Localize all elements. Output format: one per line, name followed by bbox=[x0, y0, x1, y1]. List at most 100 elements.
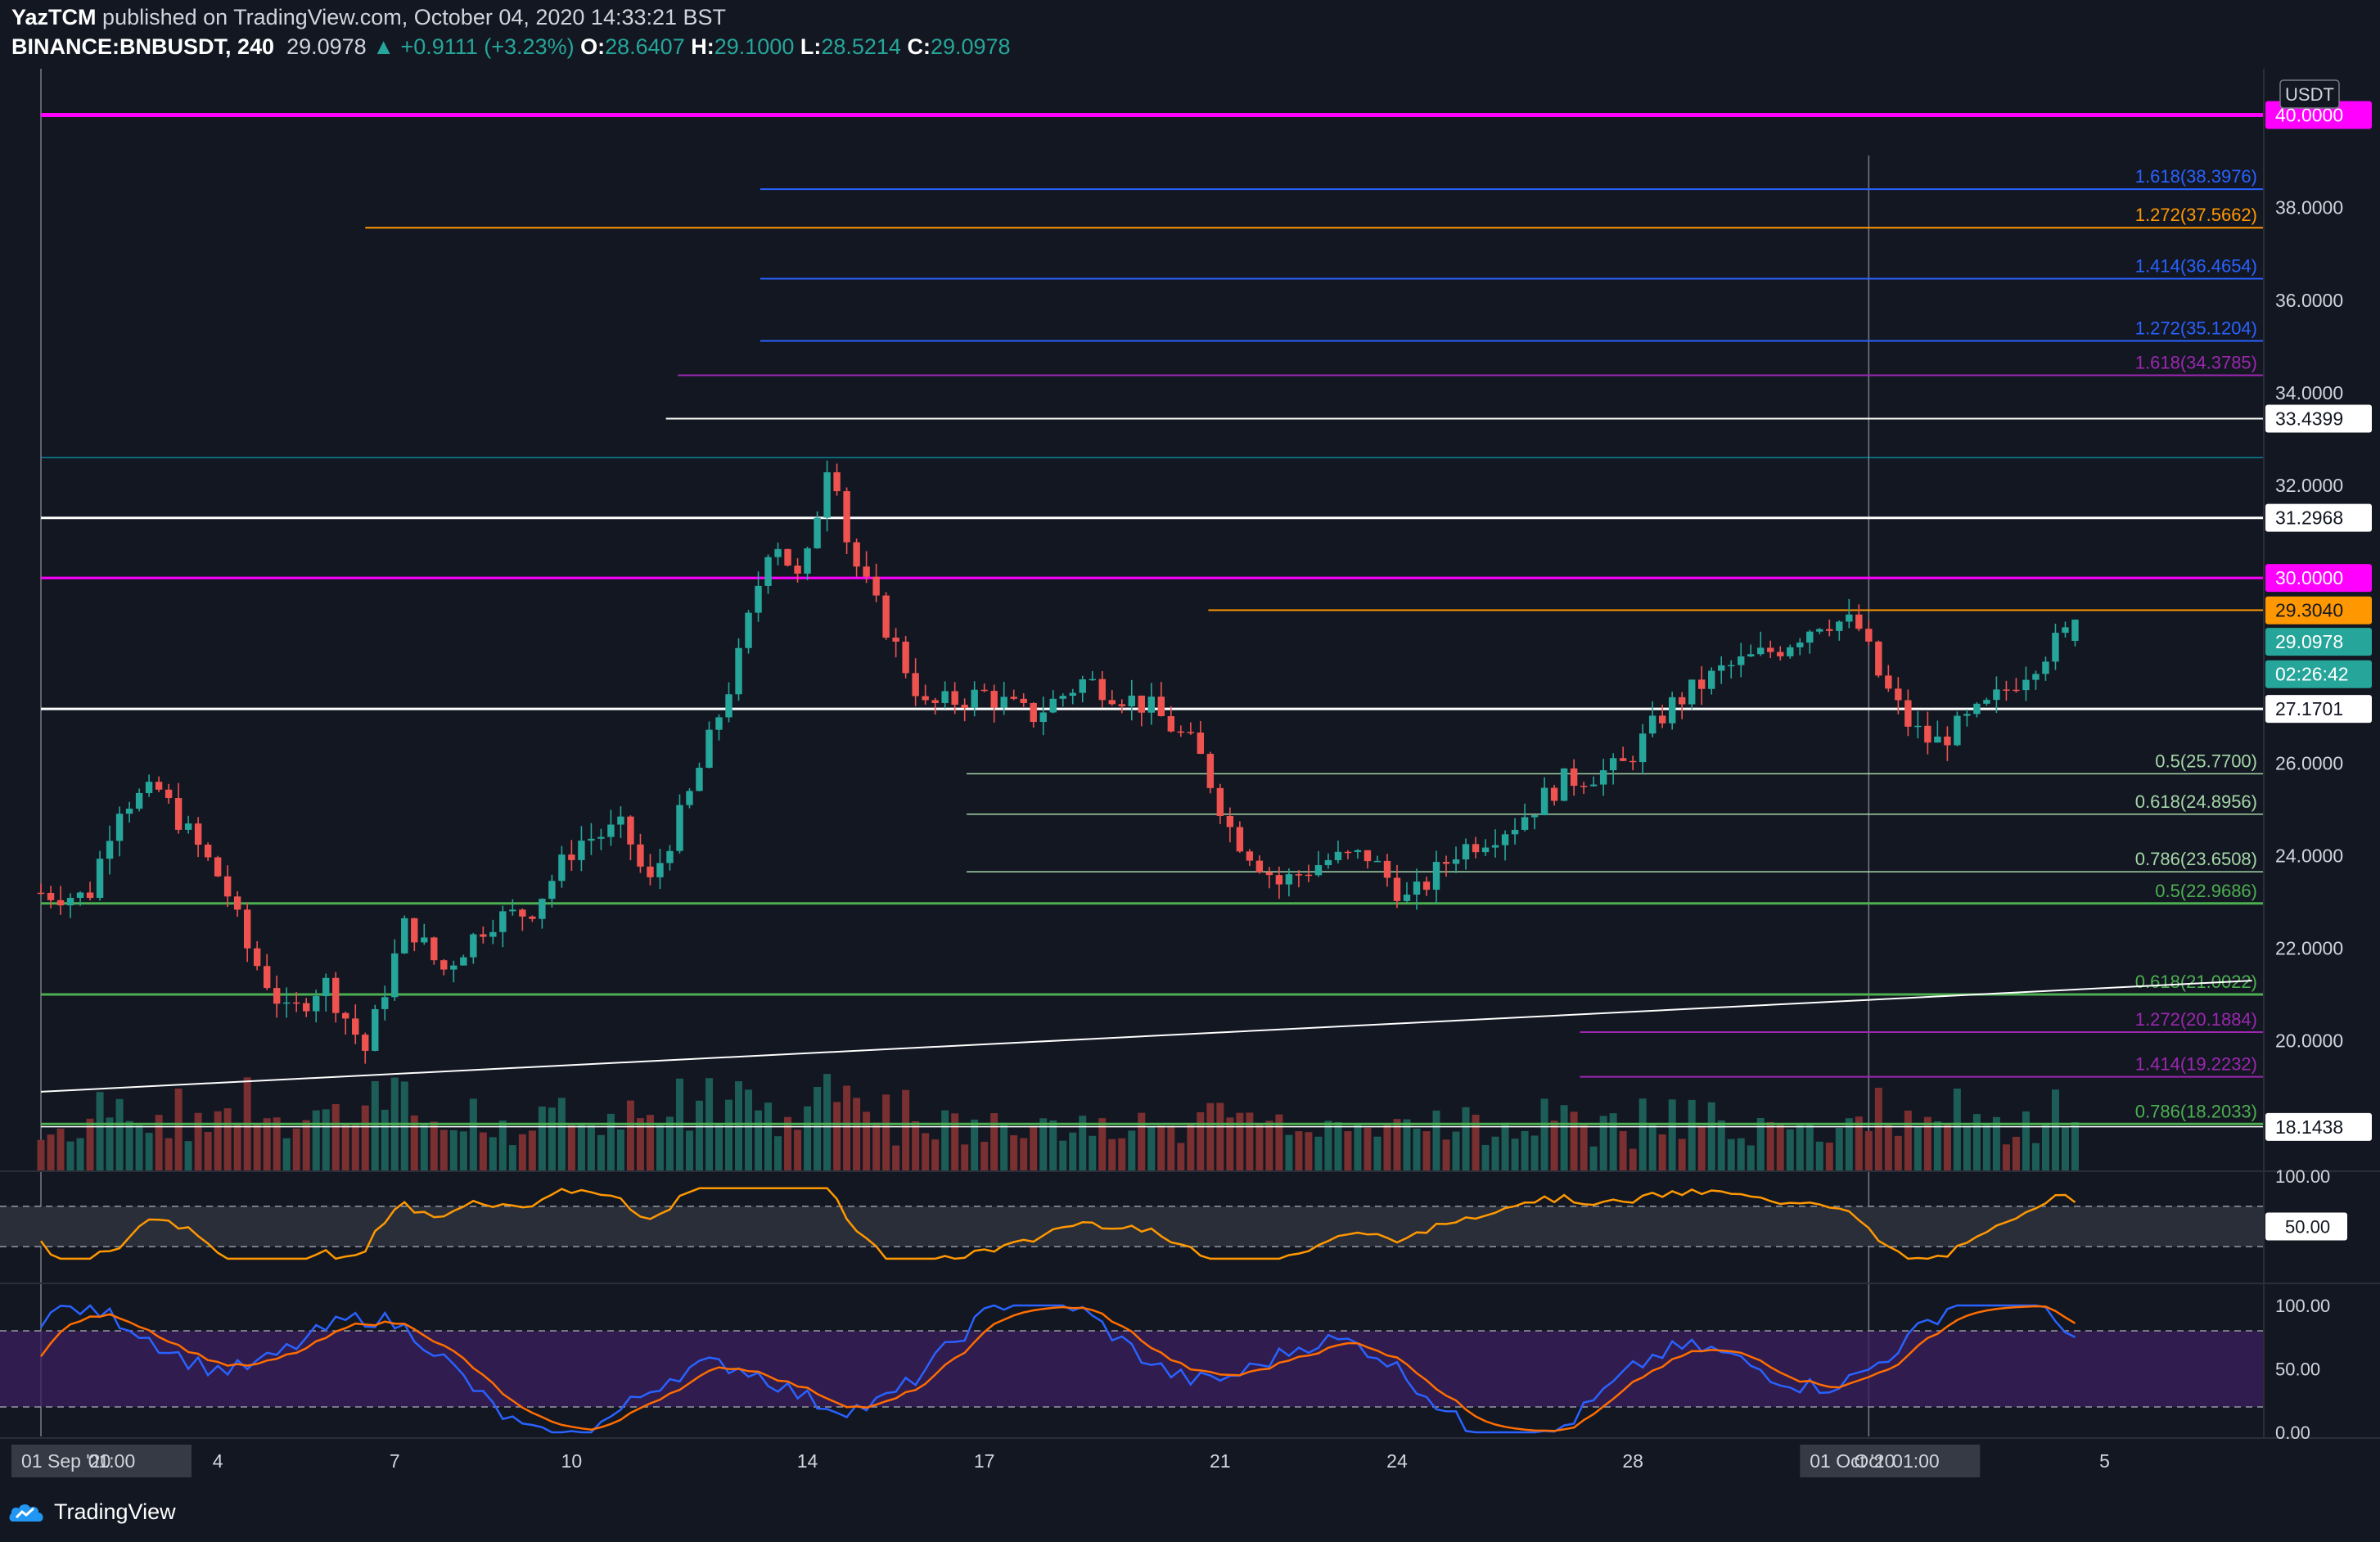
candle[interactable] bbox=[588, 823, 595, 855]
candle[interactable] bbox=[597, 828, 605, 850]
candle[interactable] bbox=[1865, 620, 1873, 646]
candle[interactable] bbox=[293, 992, 300, 1012]
candle[interactable] bbox=[1963, 709, 1971, 727]
candle[interactable] bbox=[421, 923, 428, 945]
candle[interactable] bbox=[617, 806, 624, 838]
candle[interactable] bbox=[872, 563, 880, 602]
candle[interactable] bbox=[1147, 683, 1156, 725]
candle[interactable] bbox=[715, 714, 723, 741]
candle[interactable] bbox=[1757, 631, 1765, 656]
candle[interactable] bbox=[165, 783, 173, 804]
candle[interactable] bbox=[627, 815, 634, 860]
candle[interactable] bbox=[1491, 829, 1499, 858]
candle[interactable] bbox=[1993, 676, 2000, 713]
candle[interactable] bbox=[86, 881, 94, 901]
candle[interactable] bbox=[1934, 720, 1941, 743]
candle[interactable] bbox=[823, 460, 831, 532]
candle[interactable] bbox=[184, 815, 192, 834]
candle[interactable] bbox=[37, 883, 45, 895]
candle[interactable] bbox=[990, 684, 998, 723]
candle[interactable] bbox=[1403, 881, 1411, 903]
candle[interactable] bbox=[853, 538, 860, 577]
candle[interactable] bbox=[1049, 690, 1057, 714]
candle[interactable] bbox=[1609, 753, 1617, 785]
candle[interactable] bbox=[941, 681, 949, 709]
candle[interactable] bbox=[1295, 870, 1303, 888]
candle[interactable] bbox=[1718, 656, 1725, 684]
candle[interactable] bbox=[1206, 751, 1215, 794]
candle[interactable] bbox=[1944, 726, 1951, 761]
candle[interactable] bbox=[223, 865, 232, 908]
candle[interactable] bbox=[1039, 697, 1047, 736]
rsi-line[interactable] bbox=[39, 1187, 2076, 1260]
candle[interactable] bbox=[902, 635, 909, 679]
candle[interactable] bbox=[1668, 692, 1676, 730]
candle[interactable] bbox=[115, 806, 124, 857]
candle[interactable] bbox=[2032, 670, 2040, 690]
candle[interactable] bbox=[912, 658, 919, 706]
candle[interactable] bbox=[882, 592, 890, 640]
candle[interactable] bbox=[273, 975, 281, 1018]
candle[interactable] bbox=[253, 940, 261, 971]
candle[interactable] bbox=[2042, 656, 2049, 681]
candle[interactable] bbox=[1540, 777, 1548, 816]
trend-line[interactable] bbox=[40, 980, 2252, 1093]
candle[interactable] bbox=[135, 788, 143, 812]
candle[interactable] bbox=[548, 874, 556, 908]
candle[interactable] bbox=[1462, 838, 1470, 870]
candle[interactable] bbox=[332, 972, 340, 1023]
candle[interactable] bbox=[1422, 877, 1431, 896]
candle[interactable] bbox=[676, 794, 683, 854]
candle[interactable] bbox=[1521, 803, 1529, 832]
candle[interactable] bbox=[1432, 850, 1440, 904]
currency-unit[interactable]: USDT bbox=[2279, 79, 2340, 109]
candle[interactable] bbox=[607, 809, 615, 846]
candle[interactable] bbox=[1914, 710, 1922, 739]
candle[interactable] bbox=[1747, 644, 1755, 657]
candle[interactable] bbox=[1442, 855, 1450, 877]
candle[interactable] bbox=[647, 854, 654, 886]
candle[interactable] bbox=[313, 990, 320, 1023]
candle[interactable] bbox=[96, 850, 104, 901]
candle[interactable] bbox=[1020, 693, 1027, 707]
candle[interactable] bbox=[558, 845, 566, 888]
candle[interactable] bbox=[1089, 670, 1096, 681]
candle[interactable] bbox=[243, 902, 251, 963]
candle[interactable] bbox=[843, 487, 850, 555]
candle[interactable] bbox=[1924, 711, 1931, 755]
candle[interactable] bbox=[1728, 660, 1735, 679]
candle[interactable] bbox=[951, 682, 958, 715]
candle[interactable] bbox=[303, 998, 310, 1017]
candle[interactable] bbox=[578, 826, 585, 872]
candle[interactable] bbox=[1511, 818, 1519, 845]
candle[interactable] bbox=[1413, 868, 1421, 910]
candle[interactable] bbox=[1128, 679, 1135, 721]
candle[interactable] bbox=[1197, 721, 1205, 755]
candle[interactable] bbox=[174, 782, 183, 834]
stoch-rsi-pane[interactable] bbox=[0, 1304, 2264, 1434]
candle[interactable] bbox=[1648, 701, 1657, 737]
candle[interactable] bbox=[1010, 689, 1017, 701]
candle[interactable] bbox=[931, 697, 939, 715]
candle[interactable] bbox=[125, 801, 133, 823]
candle[interactable] bbox=[1550, 784, 1558, 806]
candle[interactable] bbox=[814, 511, 821, 549]
candle[interactable] bbox=[1885, 665, 1892, 692]
candle[interactable] bbox=[2062, 621, 2069, 638]
candle[interactable] bbox=[1226, 807, 1234, 843]
candle[interactable] bbox=[1816, 628, 1823, 634]
candle[interactable] bbox=[352, 1004, 359, 1044]
stoch-k-line[interactable] bbox=[39, 1304, 2076, 1434]
candle[interactable] bbox=[76, 890, 84, 906]
candle[interactable] bbox=[509, 899, 516, 916]
candle[interactable] bbox=[980, 683, 988, 692]
candle[interactable] bbox=[56, 886, 65, 915]
candle[interactable] bbox=[372, 1004, 379, 1052]
candle[interactable] bbox=[1275, 866, 1283, 900]
candle[interactable] bbox=[1580, 782, 1588, 794]
candle[interactable] bbox=[450, 960, 458, 983]
candle[interactable] bbox=[145, 774, 153, 797]
candle[interactable] bbox=[1530, 814, 1539, 830]
candle[interactable] bbox=[1589, 776, 1598, 787]
candle[interactable] bbox=[1069, 688, 1076, 705]
